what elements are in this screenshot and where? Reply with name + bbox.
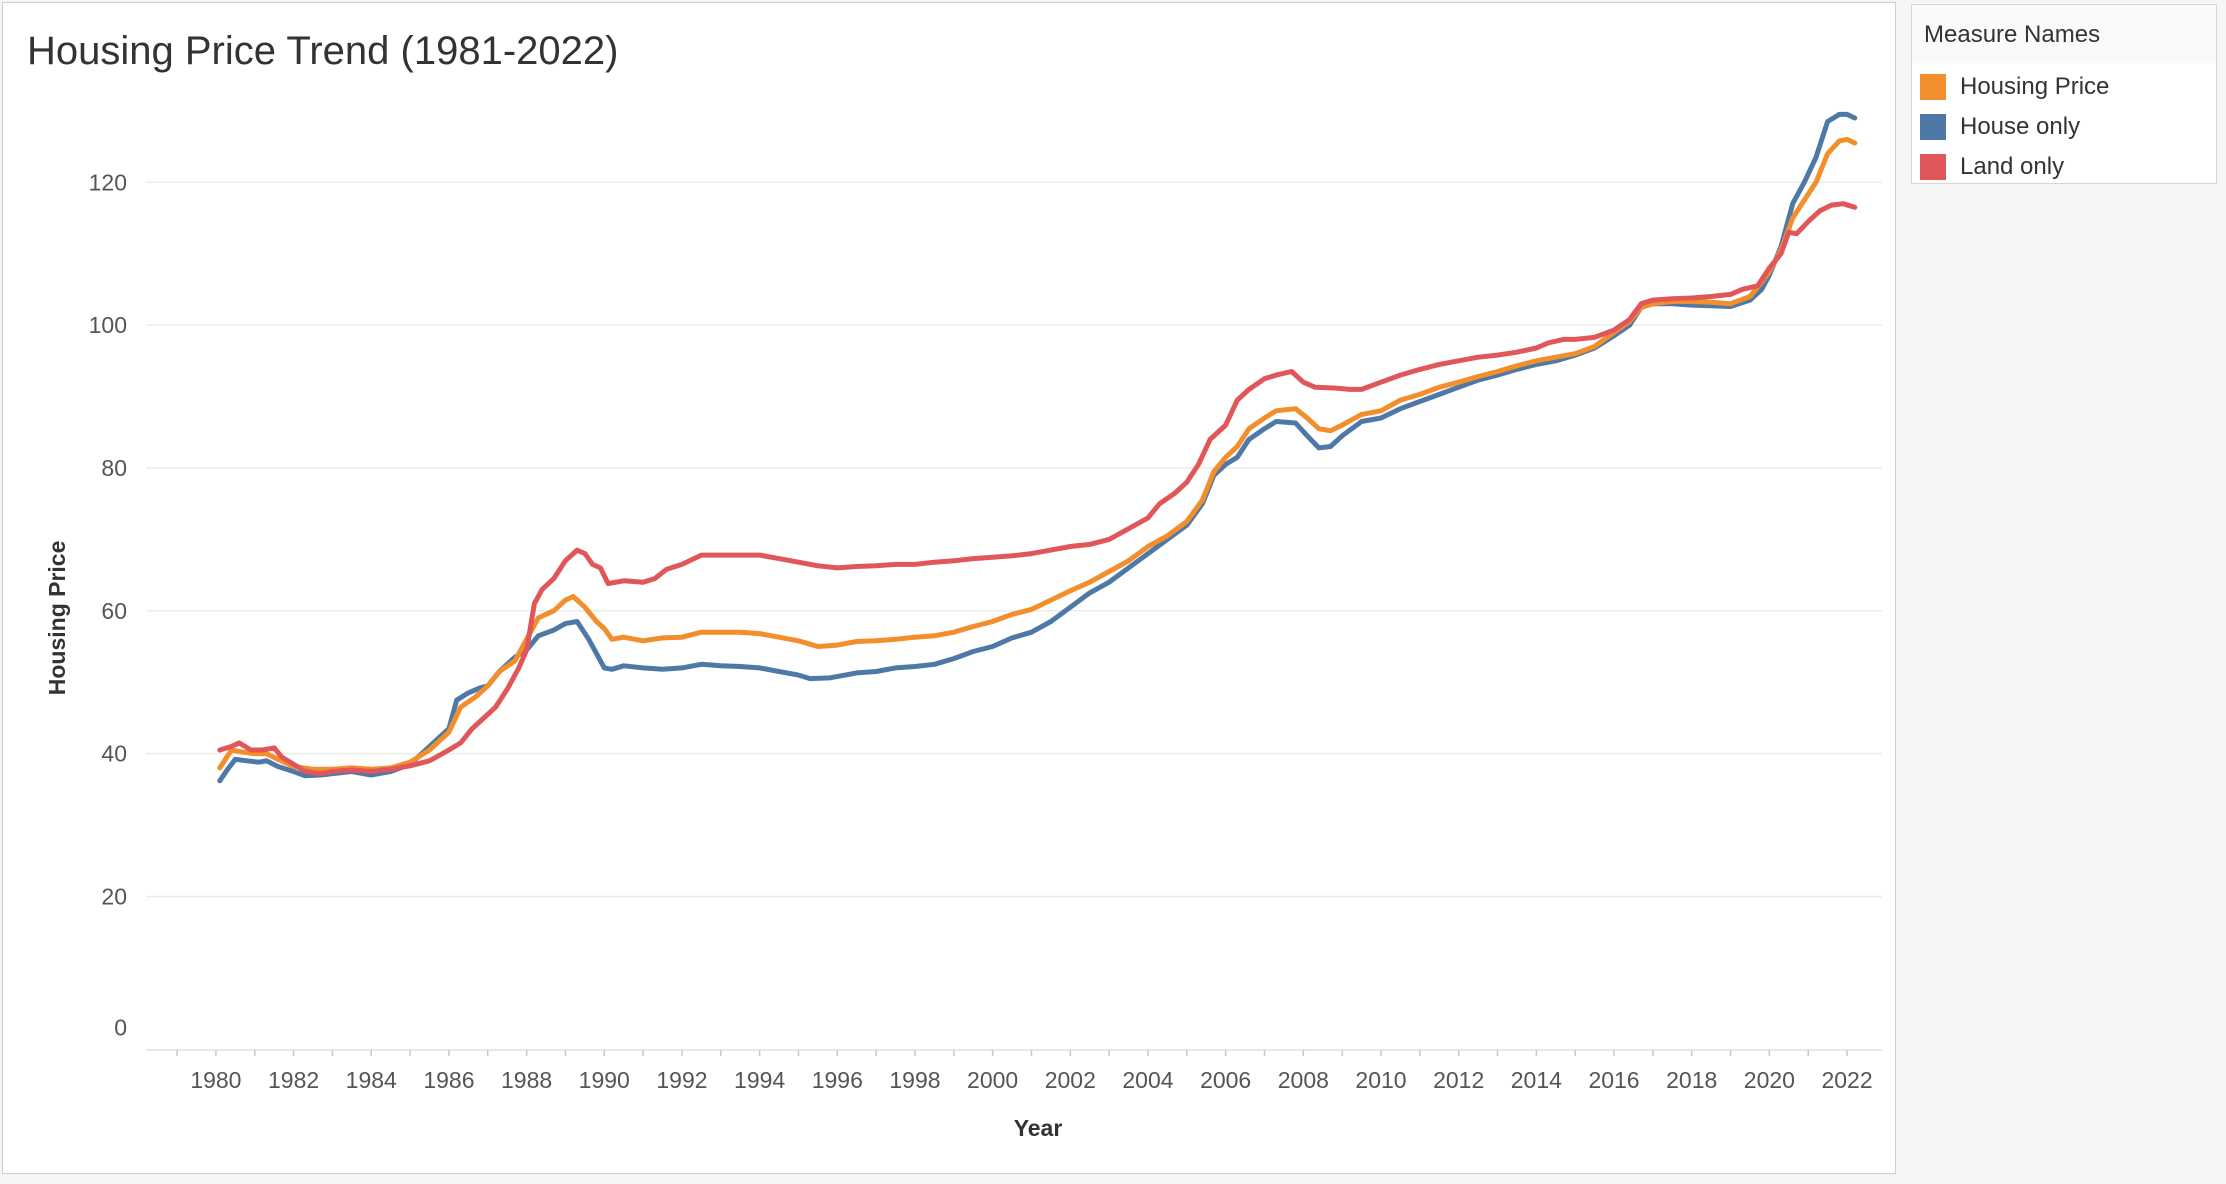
y-tick-label-120: 120 [89, 169, 127, 195]
legend-swatch-house-only [1920, 114, 1946, 140]
x-tick-label-1980: 1980 [190, 1067, 241, 1093]
x-tick-label-1994: 1994 [734, 1067, 785, 1093]
x-axis-title: Year [1014, 1115, 1063, 1141]
x-tick-label-2004: 2004 [1122, 1067, 1173, 1093]
x-tick-label-2018: 2018 [1666, 1067, 1717, 1093]
series-line-housing-price [217, 136, 1858, 772]
gridlines [146, 181, 1882, 898]
x-tick-label-2000: 2000 [967, 1067, 1018, 1093]
legend-item-housing-price[interactable]: Housing Price [1920, 69, 2210, 105]
y-tick-label-20: 20 [101, 883, 127, 909]
legend-swatch-land-only [1920, 154, 1946, 180]
series-line-land-only [217, 201, 1858, 777]
legend-label-land-only: Land only [1960, 153, 2065, 180]
x-tick-label-1986: 1986 [423, 1067, 474, 1093]
series-lines [217, 111, 1858, 784]
x-tick-label-1998: 1998 [889, 1067, 940, 1093]
series-line-house-only [217, 111, 1858, 784]
y-tick-label-100: 100 [89, 312, 127, 338]
x-tick-label-2006: 2006 [1200, 1067, 1251, 1093]
legend-label-housing-price: Housing Price [1960, 73, 2110, 100]
chart-panel: Housing Price Trend (1981-2022) [2, 2, 1896, 1174]
x-tick-label-2014: 2014 [1511, 1067, 1562, 1093]
y-tick-label-0: 0 [114, 1014, 127, 1040]
legend-title: Measure Names [1924, 21, 2101, 48]
x-tick-label-1990: 1990 [579, 1067, 630, 1093]
legend-label-house-only: House only [1960, 113, 2081, 140]
x-tick-label-1982: 1982 [268, 1067, 319, 1093]
y-tick-label-60: 60 [101, 598, 127, 624]
x-tick-label-2016: 2016 [1588, 1067, 1639, 1093]
x-tick-label-1992: 1992 [656, 1067, 707, 1093]
legend-item-house-only[interactable]: House only [1920, 109, 2210, 145]
axes: 0 20 40 60 80 100 120 1980 1982 1984 1986 1988 1990 1… [44, 169, 1882, 1141]
x-tick-label-2022: 2022 [1821, 1067, 1872, 1093]
x-tick-label-2008: 2008 [1278, 1067, 1329, 1093]
legend-header [1912, 5, 2216, 63]
x-tick-label-1996: 1996 [812, 1067, 863, 1093]
x-tick-label-2002: 2002 [1045, 1067, 1096, 1093]
legend: Measure Names Housing Price House only L… [1911, 4, 2217, 184]
x-tick-label-2012: 2012 [1433, 1067, 1484, 1093]
x-tick-label-1988: 1988 [501, 1067, 552, 1093]
legend-swatch-housing-price [1920, 74, 1946, 100]
chart-title: Housing Price Trend (1981-2022) [27, 29, 619, 73]
y-axis-title: Housing Price [44, 541, 70, 696]
x-tick-label-2020: 2020 [1744, 1067, 1795, 1093]
y-tick-label-80: 80 [101, 455, 127, 481]
line-chart: 0 20 40 60 80 100 120 1980 1982 1984 1986 1988 1990 1… [44, 111, 1882, 1141]
y-tick-label-40: 40 [101, 741, 127, 767]
x-tick-label-1984: 1984 [346, 1067, 397, 1093]
legend-item-land-only[interactable]: Land only [1920, 149, 2210, 185]
x-tick-label-2010: 2010 [1355, 1067, 1406, 1093]
